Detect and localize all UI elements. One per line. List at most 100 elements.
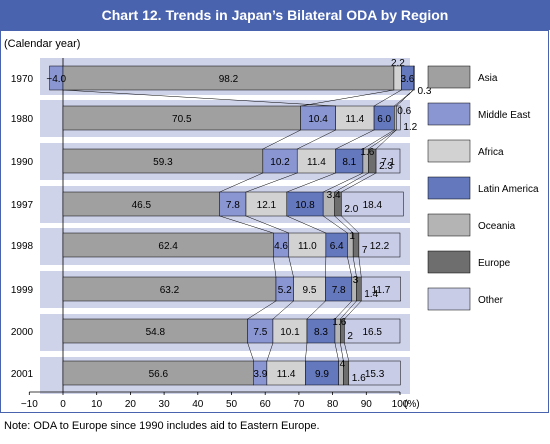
category-label: 1970 (11, 74, 34, 85)
segment-value-label: 2.3 (379, 161, 393, 172)
connector-line (358, 256, 362, 278)
segment-value-label: 70.5 (172, 114, 192, 125)
category-label: 1997 (11, 200, 34, 211)
connector-line (306, 300, 326, 320)
connector-line (344, 300, 362, 320)
x-tick-label: 60 (260, 399, 272, 410)
bar-segment-asia (62, 191, 220, 217)
bar-segment-africa (245, 191, 288, 217)
connector-line (375, 129, 397, 150)
segment-value-label: 8.1 (342, 157, 356, 168)
legend-swatch (427, 102, 471, 126)
x-tick-label: 10 (91, 399, 103, 410)
legend-swatch (427, 250, 471, 274)
bar-segment-asia (62, 276, 277, 302)
x-tick-label: 100 (392, 399, 409, 410)
segment-value-label: −4.0 (46, 74, 66, 85)
legend-label: Africa (478, 147, 504, 158)
connector-line (373, 89, 402, 107)
bar-segment-other (375, 148, 401, 174)
bar-row-1970: 1970 (11, 65, 415, 91)
segment-value-label: 3.4 (327, 190, 341, 201)
bar-segment-africa (288, 232, 327, 258)
legend-label: Other (478, 295, 504, 306)
x-tick-label: 40 (192, 399, 204, 410)
connector-line (245, 172, 298, 193)
segment-value-label: 7 (362, 245, 368, 256)
connector-line (334, 172, 369, 193)
segment-value-label: 62.4 (158, 241, 178, 252)
segment-value-label: 9.5 (303, 285, 317, 296)
bar-segment-other (358, 232, 401, 258)
legend-label: Middle East (478, 110, 530, 121)
connector-line (334, 215, 354, 234)
connector-line (247, 342, 254, 362)
bar-segment-asia (62, 360, 254, 386)
segment-value-label: 11.0 (298, 241, 317, 252)
bar-row-1998: 1998 (11, 232, 401, 258)
x-tick-label: 20 (125, 399, 137, 410)
connector-line (266, 342, 274, 362)
connector-line (273, 256, 277, 278)
bar-segment-oceania (394, 105, 397, 131)
bar-row-2001: 2001 (11, 360, 401, 386)
segment-value-label: 98.2 (219, 74, 239, 85)
connector-line (334, 300, 352, 320)
connector-line (245, 215, 289, 234)
bar-segment-africa (293, 276, 326, 302)
legend-swatch (427, 176, 471, 200)
segment-value-label: 63.2 (160, 285, 180, 296)
bar-segment-asia (62, 318, 248, 344)
bar-segment-latin-america (305, 360, 339, 386)
segment-value-label: 1 (349, 231, 355, 242)
connector-line (288, 256, 294, 278)
bar-segment-other (344, 318, 401, 344)
segment-value-label: 18.4 (363, 200, 383, 211)
bar-segment-middle-east (247, 318, 274, 344)
x-tick-label: 80 (327, 399, 339, 410)
bar-segment-africa (272, 318, 308, 344)
segment-value-label: 3 (353, 275, 359, 286)
bar-segment-other (348, 360, 401, 386)
connector-line (341, 172, 377, 193)
bar-segment-asia (62, 105, 301, 131)
connector-line (305, 342, 308, 362)
segment-value-label: 46.5 (132, 200, 152, 211)
category-label: 2001 (11, 369, 34, 380)
connector-line (272, 300, 294, 320)
category-label: 1999 (11, 285, 34, 296)
connector-line (396, 89, 414, 107)
connector-lines (62, 89, 414, 362)
category-label: 1998 (11, 241, 34, 252)
segment-value-label: 7.1 (381, 157, 395, 168)
chart-note: Note: ODA to Europe since 1990 includes … (4, 420, 320, 432)
category-label: 1980 (11, 114, 34, 125)
segment-value-label: 10.2 (270, 157, 290, 168)
bar-segment-other (360, 276, 401, 302)
x-tick-label: 30 (159, 399, 171, 410)
chart-frame (0, 30, 549, 413)
x-tick-label: 90 (361, 399, 373, 410)
category-label: 1990 (11, 157, 34, 168)
legend-swatch (427, 287, 471, 311)
segment-value-label: 1.2 (403, 122, 417, 133)
bar-row-1999: 1999 (11, 276, 401, 302)
bar-segment-other (413, 65, 415, 91)
segment-value-label: 10.1 (280, 327, 300, 338)
bar-segment-asia (62, 65, 395, 91)
x-tick-label: 0 (60, 399, 66, 410)
connector-line (340, 300, 357, 320)
segment-value-label: 6.4 (330, 241, 344, 252)
connector-line (286, 172, 336, 193)
x-axis-unit: (%) (404, 399, 420, 410)
connector-line (340, 342, 344, 362)
connector-line (347, 256, 353, 278)
segment-value-label: 4.6 (274, 241, 288, 252)
legend-label: Oceania (478, 221, 516, 232)
segment-value-label: 2.2 (391, 58, 405, 69)
segment-value-label: 10.8 (295, 200, 315, 211)
x-tick-label: −10 (21, 399, 38, 410)
segment-value-label: 3.9 (253, 369, 267, 380)
bar-segment-other (341, 191, 404, 217)
